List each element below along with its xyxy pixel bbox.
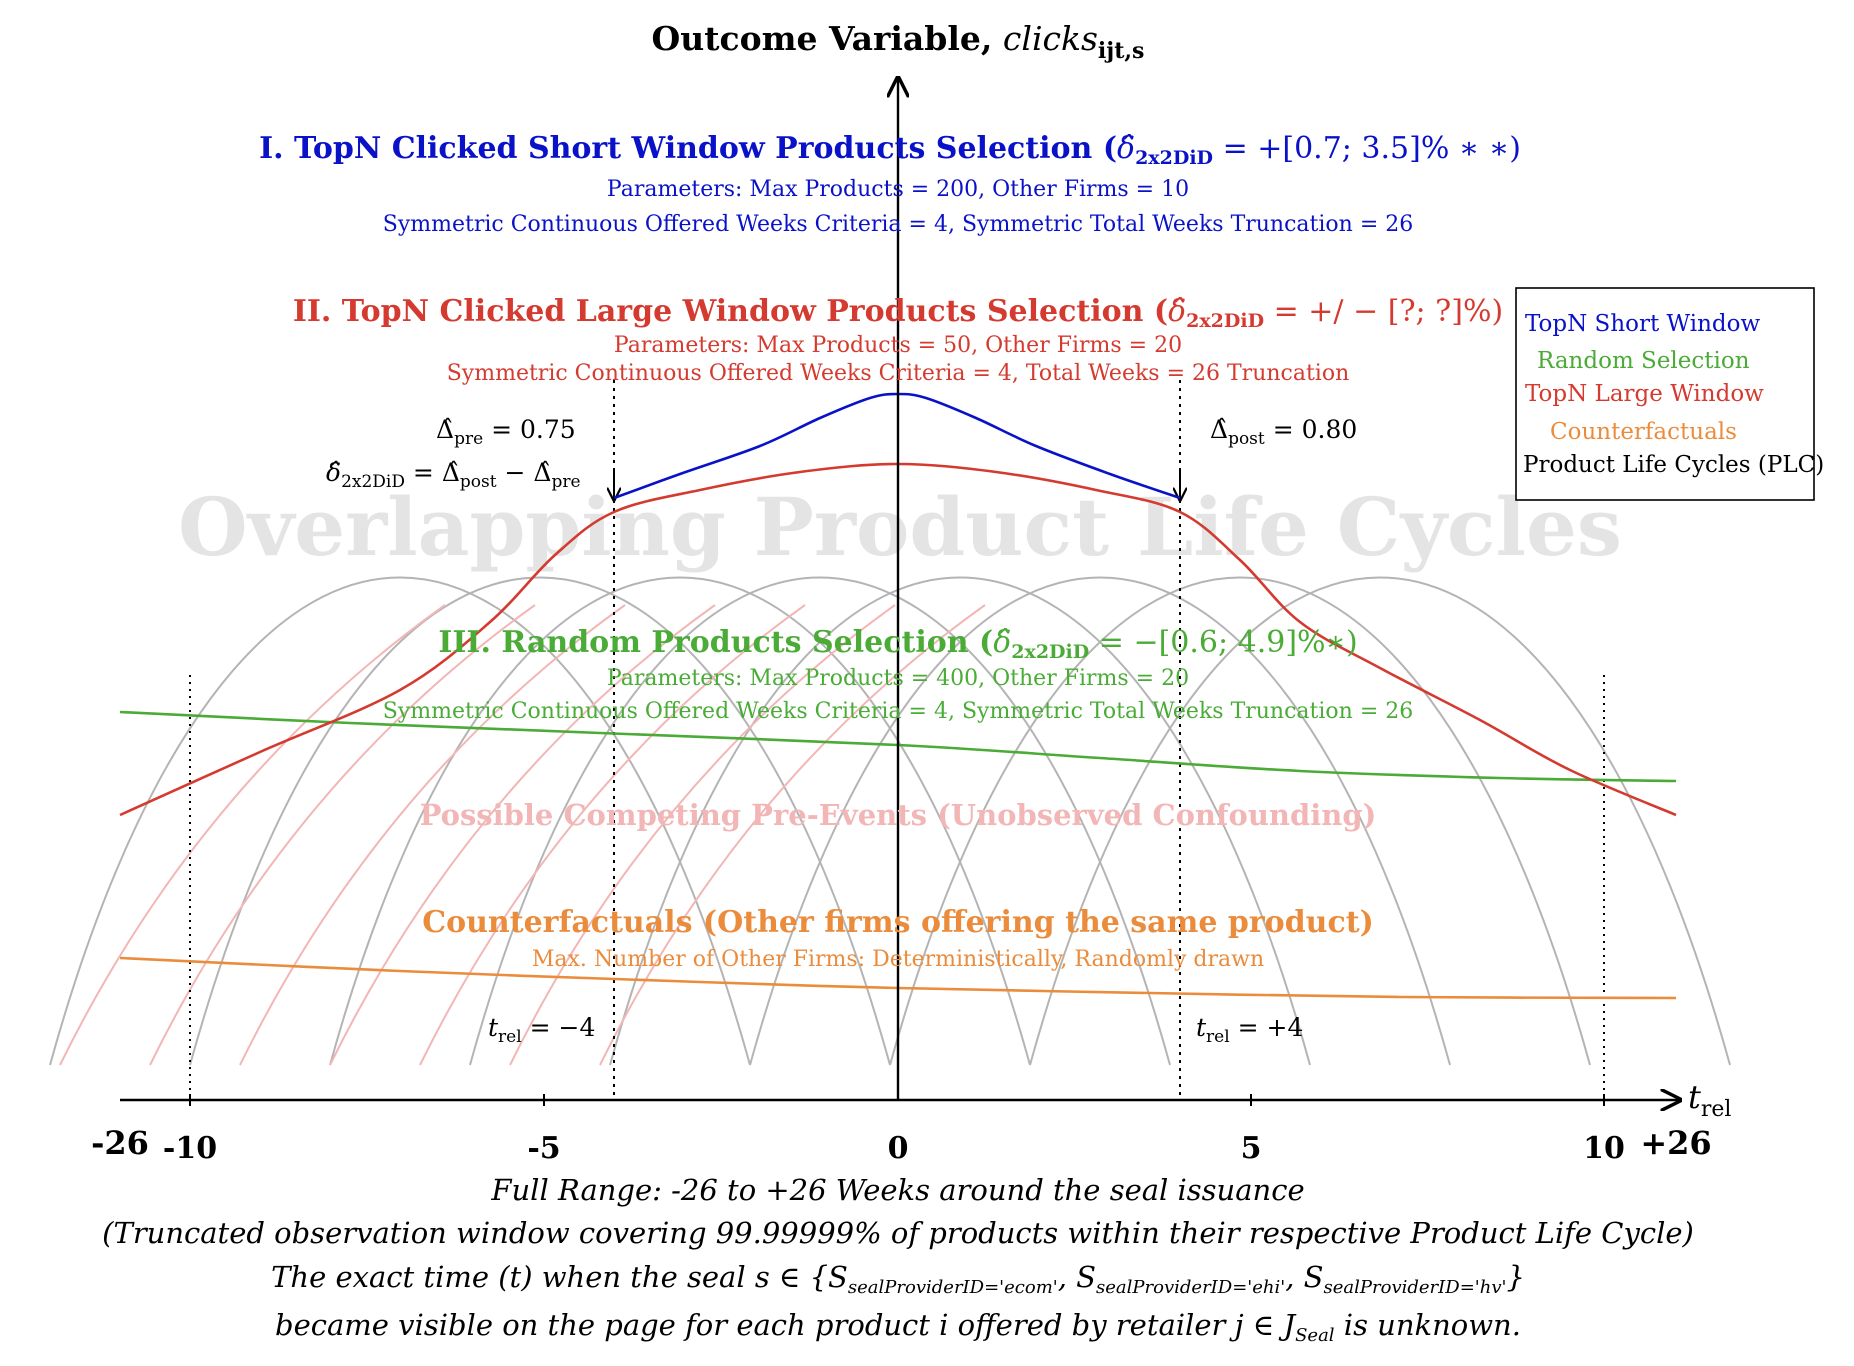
plc-curve <box>1029 576 1731 1066</box>
pre-event-line <box>59 604 446 1066</box>
section-green-params: Parameters: Max Products = 400, Other Fi… <box>607 666 1189 691</box>
section-blue: I. TopN Clicked Short Window Products Se… <box>259 131 1521 237</box>
footer-line-3: The exact time (t) when the seal s ∈ {Ss… <box>271 1260 1525 1298</box>
section-green-title: III. Random Products Selection (δ̂2x2DiD… <box>438 625 1357 663</box>
topn-large-window-curve <box>119 462 1677 817</box>
section-orange-subtitle: Max. Number of Other Firms: Deterministi… <box>532 947 1264 972</box>
pre-event-line <box>239 604 626 1066</box>
legend-item: Random Selection <box>1537 348 1750 374</box>
legend-item: TopN Short Window <box>1525 311 1761 337</box>
pre-event-line <box>509 604 896 1066</box>
section-green-criteria: Symmetric Continuous Offered Weeks Crite… <box>383 699 1414 724</box>
x-tick-marks <box>189 1094 1605 1106</box>
section-red-criteria: Symmetric Continuous Offered Weeks Crite… <box>447 361 1350 386</box>
plc-curve <box>49 576 751 1066</box>
x-tick-label: -10 <box>163 1131 217 1166</box>
section-orange-title: Counterfactuals (Other firms offering th… <box>422 905 1374 940</box>
x-tick-label: 0 <box>888 1131 909 1166</box>
pre-event-line <box>599 604 986 1066</box>
section-red: II. TopN Clicked Large Window Products S… <box>293 294 1503 386</box>
competing-pre-events-label: Possible Competing Pre-Events (Unobserve… <box>420 798 1377 832</box>
footer-line-4: became visible on the page for each prod… <box>275 1308 1521 1346</box>
legend-box <box>1515 287 1815 501</box>
section-red-params: Parameters: Max Products = 50, Other Fir… <box>614 333 1182 358</box>
competing-pre-event-lines <box>59 604 986 1066</box>
watermark-text: Overlapping Product Life Cycles <box>178 480 1622 574</box>
delta-pre-label: Δ̂pre = 0.75 <box>436 415 576 449</box>
plc-curve <box>329 576 1031 1066</box>
section-red-title: II. TopN Clicked Large Window Products S… <box>293 294 1503 332</box>
y-axis-title: Outcome Variable, clicksijt,s <box>652 19 1145 64</box>
x-range-left-label: -26 <box>91 1124 149 1162</box>
plc-curve <box>889 576 1591 1066</box>
delta-post-label: Δ̂post = 0.80 <box>1210 415 1357 449</box>
random-selection-curve <box>119 710 1677 783</box>
x-range-right-label: +26 <box>1640 1124 1711 1162</box>
x-tick-labels: -10 -5 0 5 10 <box>163 1131 1625 1166</box>
footer-notes: Full Range: -26 to +26 Weeks around the … <box>102 1173 1694 1346</box>
trel-minus-4-label: trel = −4 <box>488 1013 595 1047</box>
legend-item: Product Life Cycles (PLC) <box>1523 452 1824 478</box>
section-orange: Counterfactuals (Other firms offering th… <box>422 905 1374 972</box>
x-axis-label: trel <box>1688 1078 1731 1122</box>
section-blue-params: Parameters: Max Products = 200, Other Fi… <box>607 177 1189 202</box>
x-tick-label: 10 <box>1583 1131 1625 1166</box>
footer-line-2: (Truncated observation window covering 9… <box>102 1216 1694 1250</box>
plc-curve <box>609 576 1311 1066</box>
section-blue-title: I. TopN Clicked Short Window Products Se… <box>259 131 1521 169</box>
x-tick-label: 5 <box>1241 1131 1262 1166</box>
pre-event-line <box>149 604 536 1066</box>
plc-curve <box>749 576 1451 1066</box>
pre-event-line <box>329 604 716 1066</box>
plc-curve <box>189 576 891 1066</box>
legend: TopN Short Window Random Selection TopN … <box>1515 287 1824 501</box>
footer-line-1: Full Range: -26 to +26 Weeks around the … <box>490 1173 1304 1207</box>
x-tick-label: -5 <box>527 1131 560 1166</box>
pre-event-line <box>419 604 806 1066</box>
legend-item: TopN Large Window <box>1525 381 1764 407</box>
legend-item: Counterfactuals <box>1550 419 1737 445</box>
section-green: III. Random Products Selection (δ̂2x2DiD… <box>383 625 1414 724</box>
plc-curve <box>469 576 1171 1066</box>
trel-plus-4-label: trel = +4 <box>1196 1013 1303 1047</box>
did-formula-label: δ̂2x2DiD = Δ̂post − Δ̂pre <box>326 458 581 492</box>
product-life-cycle-curves <box>49 576 1731 1066</box>
section-blue-criteria: Symmetric Continuous Offered Weeks Crite… <box>383 212 1414 237</box>
